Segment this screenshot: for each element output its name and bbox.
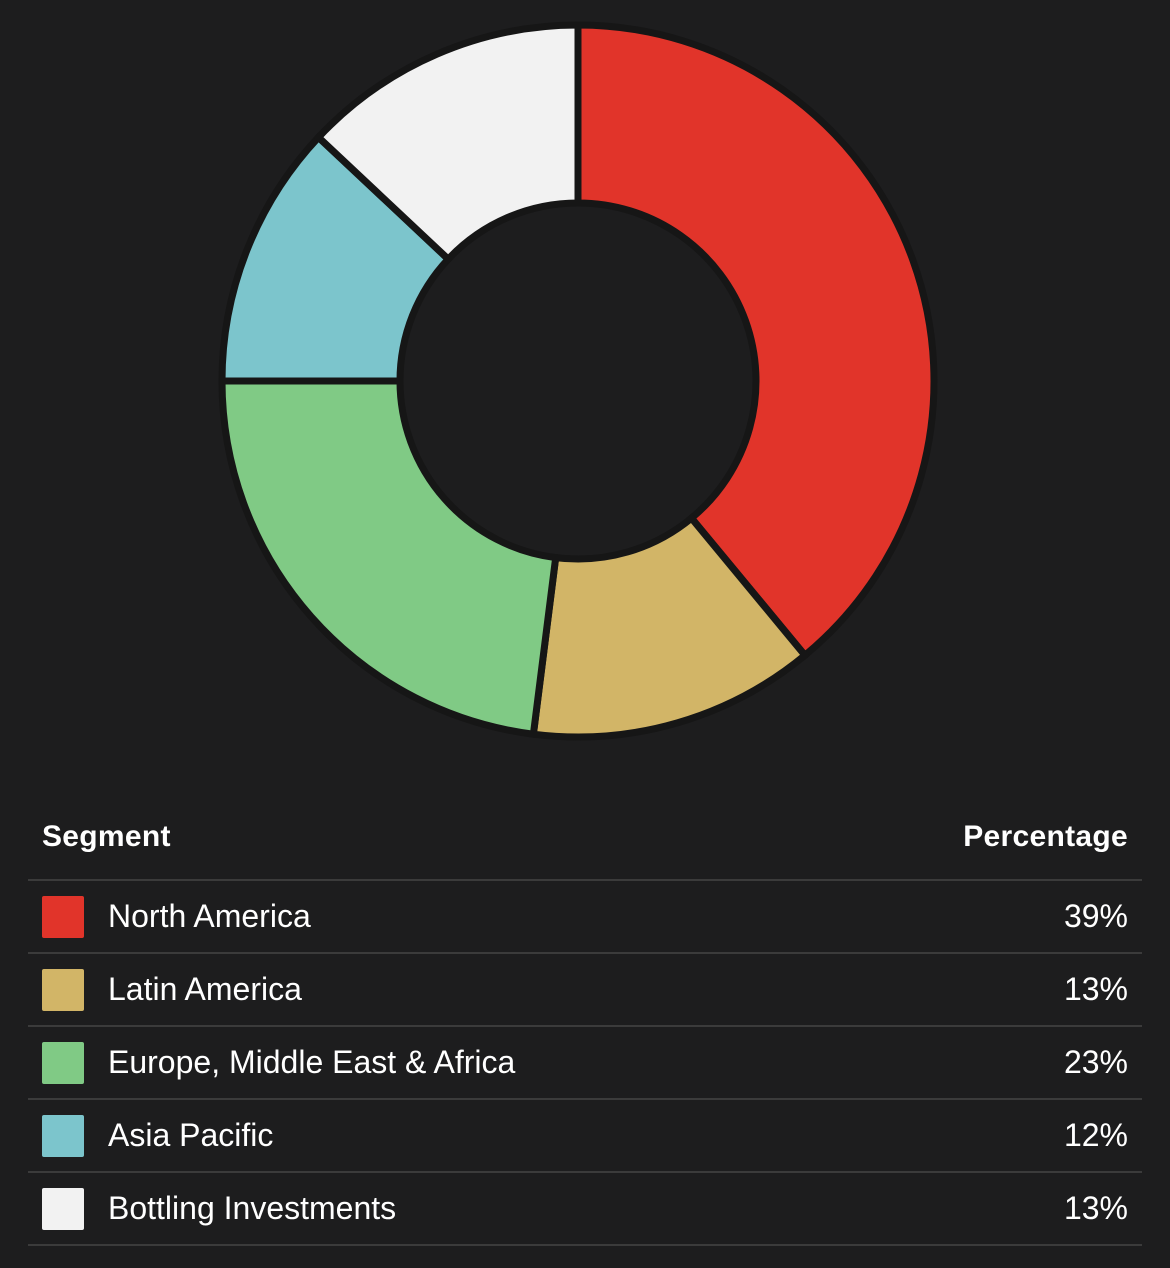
segment-color-swatch: [42, 1114, 84, 1157]
segment-color-swatch: [42, 968, 84, 1011]
donut-chart: [218, 21, 938, 741]
segment-column-header: Segment: [42, 820, 171, 853]
legend-table: Segment Percentage North America 39% Latin…: [28, 795, 1142, 1246]
donut-segment-asia-pacific: [218, 132, 454, 385]
segment-color-swatch: [42, 895, 84, 938]
segment-percentage: 13%: [1063, 971, 1128, 1007]
table-header-row: Segment Percentage: [28, 795, 1142, 881]
segment-percentage: 12%: [1063, 1117, 1128, 1153]
segment-label: Bottling Investments: [108, 1190, 397, 1226]
segment-percentage: 13%: [1063, 1190, 1128, 1226]
table-row-north-america: North America 39%: [28, 881, 1142, 954]
table-row-asia-pacific: Asia Pacific 12%: [28, 1100, 1142, 1173]
percentage-column-header: Percentage: [963, 820, 1128, 853]
segment-percentage: 39%: [1063, 898, 1128, 934]
table-row-europe-middle-east-africa: Europe, Middle East & Africa 23%: [28, 1027, 1142, 1100]
donut-segment-europe-middle-east-africa: [218, 377, 560, 739]
table-row-latin-america: Latin America 13%: [28, 954, 1142, 1027]
table-row-bottling-investments: Bottling Investments 13%: [28, 1173, 1142, 1246]
segment-color-swatch: [42, 1187, 84, 1230]
donut-segment-latin-america: [529, 513, 810, 741]
donut-chart-svg: [218, 21, 938, 741]
segment-label: North America: [108, 898, 311, 934]
legend-rows: North America 39% Latin America 13% Europe, …: [28, 881, 1142, 1246]
segment-label: Europe, Middle East & Africa: [108, 1044, 516, 1080]
segment-label: Asia Pacific: [108, 1117, 274, 1153]
donut-segment-bottling-investments: [313, 21, 582, 265]
segment-color-swatch: [42, 1041, 84, 1084]
donut-segment-north-america: [574, 21, 938, 661]
segment-label: Latin America: [108, 971, 302, 1007]
segment-percentage: 23%: [1063, 1044, 1128, 1080]
